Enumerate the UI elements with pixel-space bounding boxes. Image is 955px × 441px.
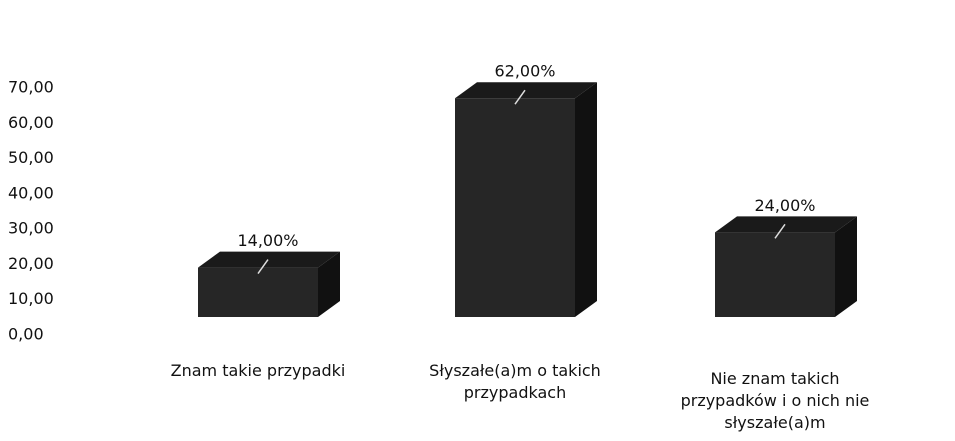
y-tick-label: 30,00 — [8, 219, 54, 238]
leader-line — [257, 259, 269, 275]
bar-top — [198, 251, 340, 268]
y-tick-label: 60,00 — [8, 113, 54, 132]
bar-front — [455, 98, 575, 317]
y-tick-label: 20,00 — [8, 254, 54, 273]
x-tick-label: Znam takie przypadki — [170, 361, 346, 380]
y-tick-label: 50,00 — [8, 148, 54, 167]
y-tick-label: 0,00 — [8, 325, 44, 344]
bar — [198, 251, 340, 317]
leader-line — [774, 223, 786, 239]
y-tick-label: 70,00 — [8, 78, 54, 97]
data-label: 62,00% — [494, 62, 555, 81]
x-tick-label: Nie znam takich przypadków i o nich nie … — [680, 369, 870, 432]
bar-side — [575, 82, 597, 317]
leader-line — [514, 89, 526, 105]
bar-side — [318, 251, 340, 317]
y-tick-label: 40,00 — [8, 183, 54, 202]
bar-top — [715, 216, 857, 233]
bar — [715, 216, 857, 317]
data-label: 24,00% — [754, 196, 815, 215]
data-label: 14,00% — [237, 231, 298, 250]
bar-top — [455, 82, 597, 99]
x-tick-label: Słyszałe(a)m o takich przypadkach — [429, 361, 601, 402]
bar-front — [715, 232, 835, 317]
bar-side — [835, 216, 857, 317]
bar — [455, 82, 597, 317]
y-tick-label: 10,00 — [8, 289, 54, 308]
bar-front — [198, 267, 318, 317]
